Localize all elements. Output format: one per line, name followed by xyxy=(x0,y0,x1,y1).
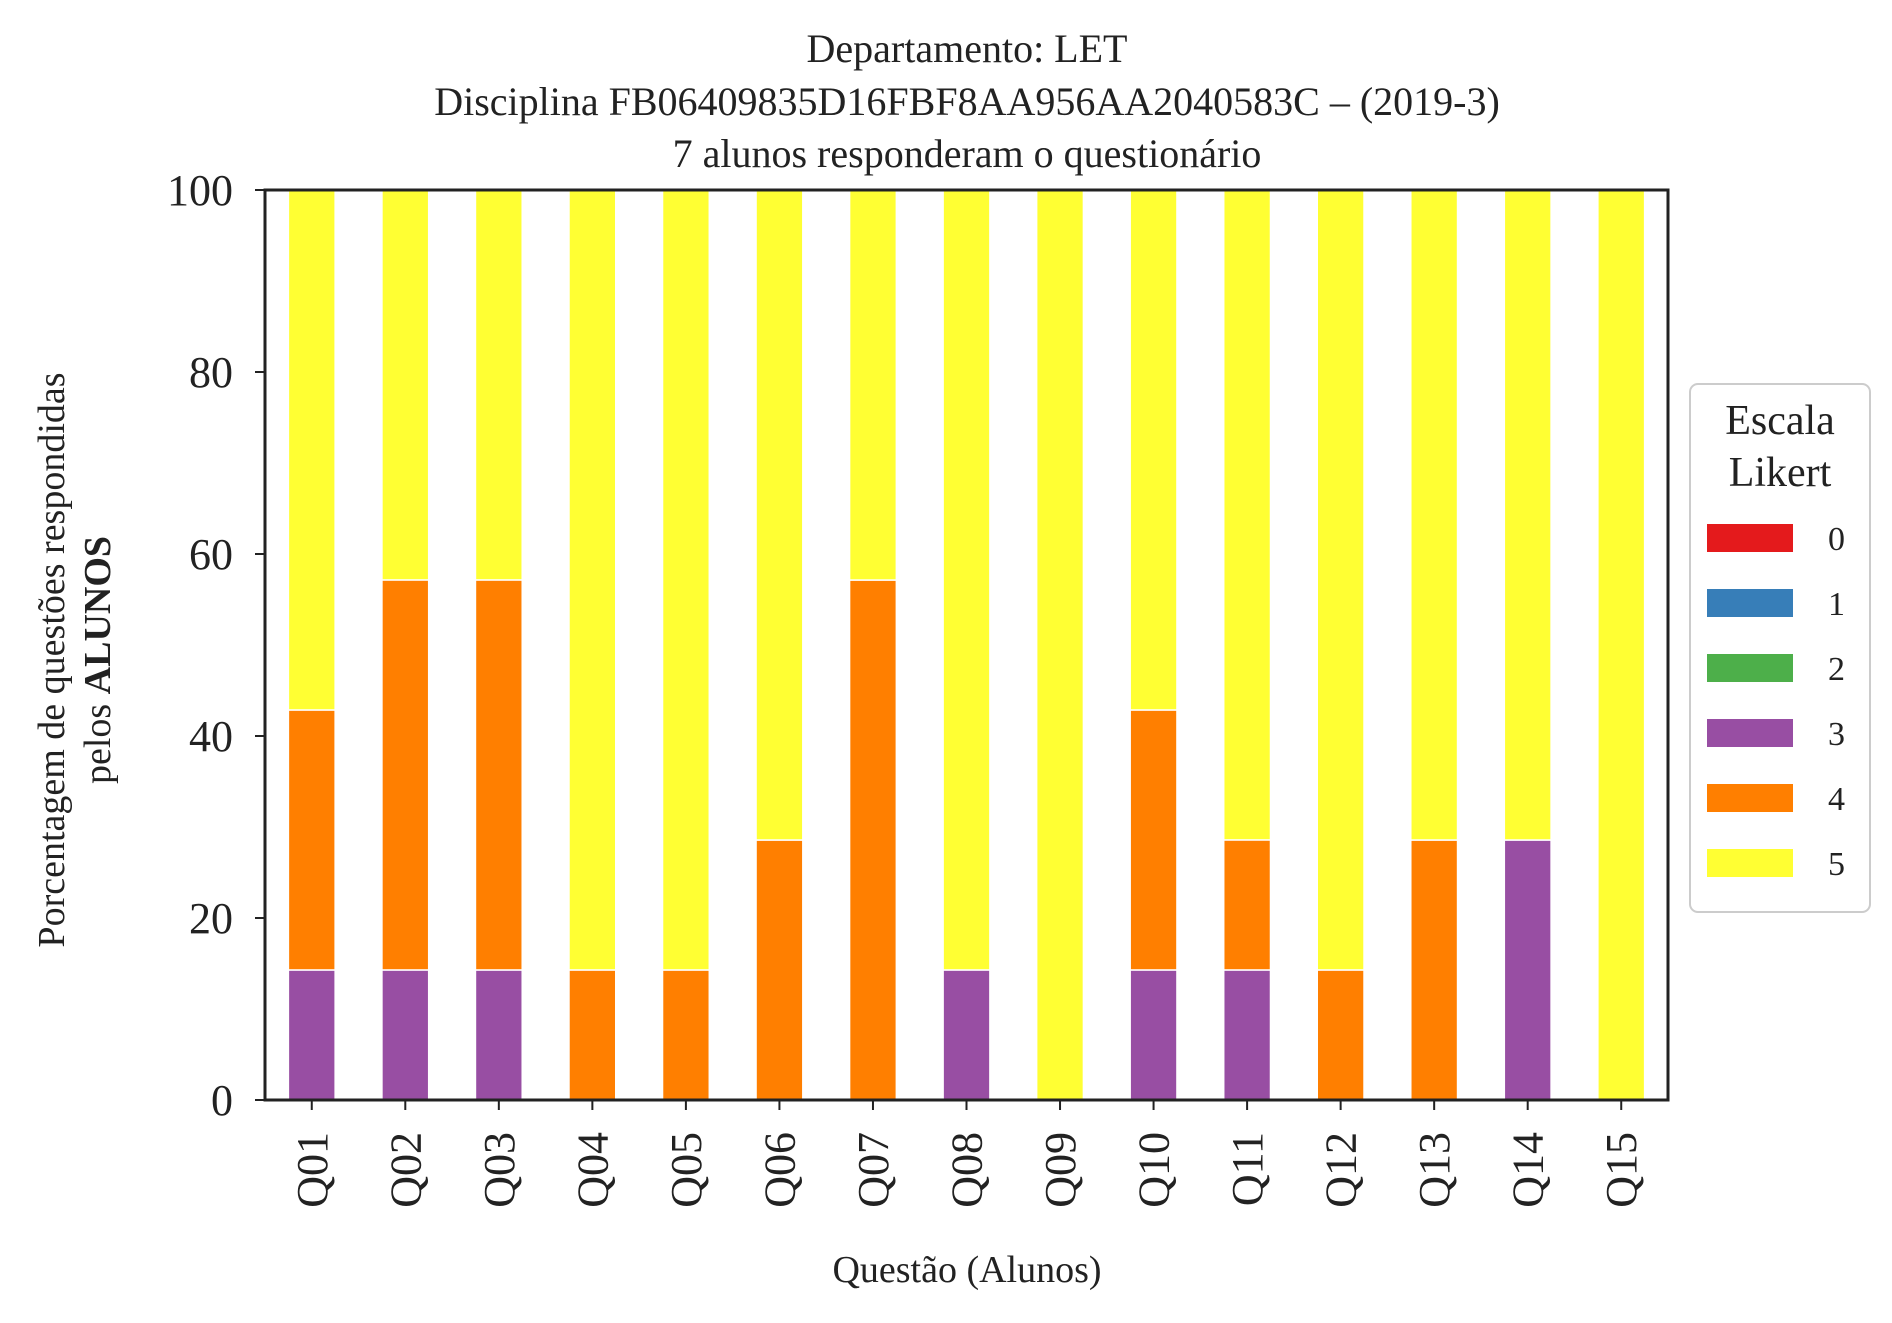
bar-segment-q03-scale-3 xyxy=(474,969,523,1101)
bar-segment-q10-scale-3 xyxy=(1129,969,1178,1101)
y-ticks: 0 20 40 60 80 100 xyxy=(167,166,265,1125)
legend-swatch-1 xyxy=(1707,589,1793,617)
legend-swatch-5 xyxy=(1707,849,1793,877)
bar-segment-q07-scale-4 xyxy=(848,579,898,1101)
legend-label-4: 4 xyxy=(1828,781,1845,818)
x-axis-label: Questão (Alunos) xyxy=(832,1249,1101,1291)
legend-swatch-3 xyxy=(1707,719,1793,747)
bar-segment-q02-scale-3 xyxy=(381,969,430,1101)
legend-label-2: 2 xyxy=(1828,651,1845,688)
bar-segment-q02-scale-4 xyxy=(381,579,430,971)
x-tick-label-q05: Q05 xyxy=(662,1132,711,1208)
bar-segment-q11-scale-5 xyxy=(1222,189,1272,841)
x-tick-label-q01: Q01 xyxy=(288,1132,337,1208)
x-tick-label-q07: Q07 xyxy=(849,1132,898,1208)
bar-segment-q04-scale-5 xyxy=(568,189,617,971)
legend-swatch-0 xyxy=(1707,524,1793,552)
legend-label-1: 1 xyxy=(1828,586,1845,623)
x-tick-label-q09: Q09 xyxy=(1036,1132,1085,1208)
y-axis-label: Porcentagem de questões respondidas pelo… xyxy=(31,372,119,947)
x-tick-label-q15: Q15 xyxy=(1597,1132,1646,1208)
bar-segment-q14-scale-5 xyxy=(1503,189,1552,841)
bar-segment-q05-scale-5 xyxy=(661,189,711,971)
bar-segment-q11-scale-3 xyxy=(1222,969,1272,1101)
y-tick-label: 80 xyxy=(189,348,233,397)
bar-segment-q11-scale-4 xyxy=(1222,839,1272,971)
x-tick-label-q03: Q03 xyxy=(475,1132,524,1208)
bar-segment-q08-scale-5 xyxy=(942,189,991,971)
legend: Escala Likert 0 1 2 3 4 5 xyxy=(1689,383,1871,913)
legend-box xyxy=(1689,383,1871,913)
bar-segment-q04-scale-4 xyxy=(568,969,617,1101)
legend-swatch-4 xyxy=(1707,784,1793,812)
legend-label-5: 5 xyxy=(1828,846,1845,883)
x-ticks: Q01 Q02 Q03 Q04 Q05 Q06 Q07 Q08 Q09 Q10 Q11 Q12 Q13 Q… xyxy=(288,1100,1646,1208)
y-tick-label: 100 xyxy=(167,166,233,215)
y-axis-label-line-2: pelos ALUNOS xyxy=(77,536,119,784)
x-tick-label-q14: Q14 xyxy=(1504,1132,1553,1208)
bar-segment-q05-scale-4 xyxy=(661,969,711,1101)
x-tick-label-q04: Q04 xyxy=(568,1132,617,1208)
bar-segment-q01-scale-4 xyxy=(287,709,336,971)
y-tick-label: 60 xyxy=(189,530,233,579)
bar-segment-q03-scale-5 xyxy=(474,189,523,581)
legend-label-3: 3 xyxy=(1828,716,1845,753)
x-tick-label-q02: Q02 xyxy=(381,1132,430,1208)
bar-segment-q01-scale-3 xyxy=(287,969,336,1101)
x-tick-label-q13: Q13 xyxy=(1410,1132,1459,1208)
chart-title-line-1: Departamento: LET xyxy=(807,26,1128,71)
bar-segment-q03-scale-4 xyxy=(474,579,523,971)
legend-title-line-1: Escala xyxy=(1725,398,1835,444)
x-tick-label-q12: Q12 xyxy=(1317,1132,1366,1208)
bar-segment-q06-scale-5 xyxy=(755,189,804,841)
bar-segment-q07-scale-5 xyxy=(848,189,898,581)
legend-items: 0 1 2 3 4 5 xyxy=(1707,521,1845,883)
bar-segment-q10-scale-5 xyxy=(1129,189,1178,711)
bar-segment-q02-scale-5 xyxy=(381,189,430,581)
bar-segment-q14-scale-3 xyxy=(1503,839,1552,1101)
bar-segment-q12-scale-4 xyxy=(1316,969,1365,1101)
chart-title-line-3: 7 alunos responderam o questionário xyxy=(673,131,1262,176)
legend-swatch-2 xyxy=(1707,654,1793,682)
y-axis-label-line-1: Porcentagem de questões respondidas xyxy=(31,372,73,947)
chart-title-line-2: Disciplina FB06409835D16FBF8AA956AA20405… xyxy=(434,79,1500,124)
bar-segment-q06-scale-4 xyxy=(755,839,804,1101)
bar-segment-q08-scale-3 xyxy=(942,969,991,1101)
x-tick-label-q08: Q08 xyxy=(943,1132,992,1208)
bar-segment-q12-scale-5 xyxy=(1316,189,1365,971)
bar-segment-q15-scale-5 xyxy=(1597,189,1646,1101)
y-tick-label: 40 xyxy=(189,712,233,761)
legend-label-0: 0 xyxy=(1828,521,1845,558)
bar-segment-q13-scale-4 xyxy=(1410,839,1459,1101)
bar-segment-q10-scale-4 xyxy=(1129,709,1178,971)
bar-segment-q09-scale-5 xyxy=(1035,189,1085,1101)
bar-segment-q01-scale-5 xyxy=(287,189,336,711)
x-tick-label-q06: Q06 xyxy=(755,1132,804,1208)
plot-frame xyxy=(263,188,1670,1102)
x-tick-label-q10: Q10 xyxy=(1130,1132,1179,1208)
y-tick-label: 0 xyxy=(211,1076,233,1125)
y-tick-label: 20 xyxy=(189,894,233,943)
bars-layer xyxy=(287,189,1646,1101)
bar-segment-q13-scale-5 xyxy=(1410,189,1459,841)
x-tick-label-q11: Q11 xyxy=(1223,1132,1272,1206)
legend-title-line-2: Likert xyxy=(1729,450,1832,496)
